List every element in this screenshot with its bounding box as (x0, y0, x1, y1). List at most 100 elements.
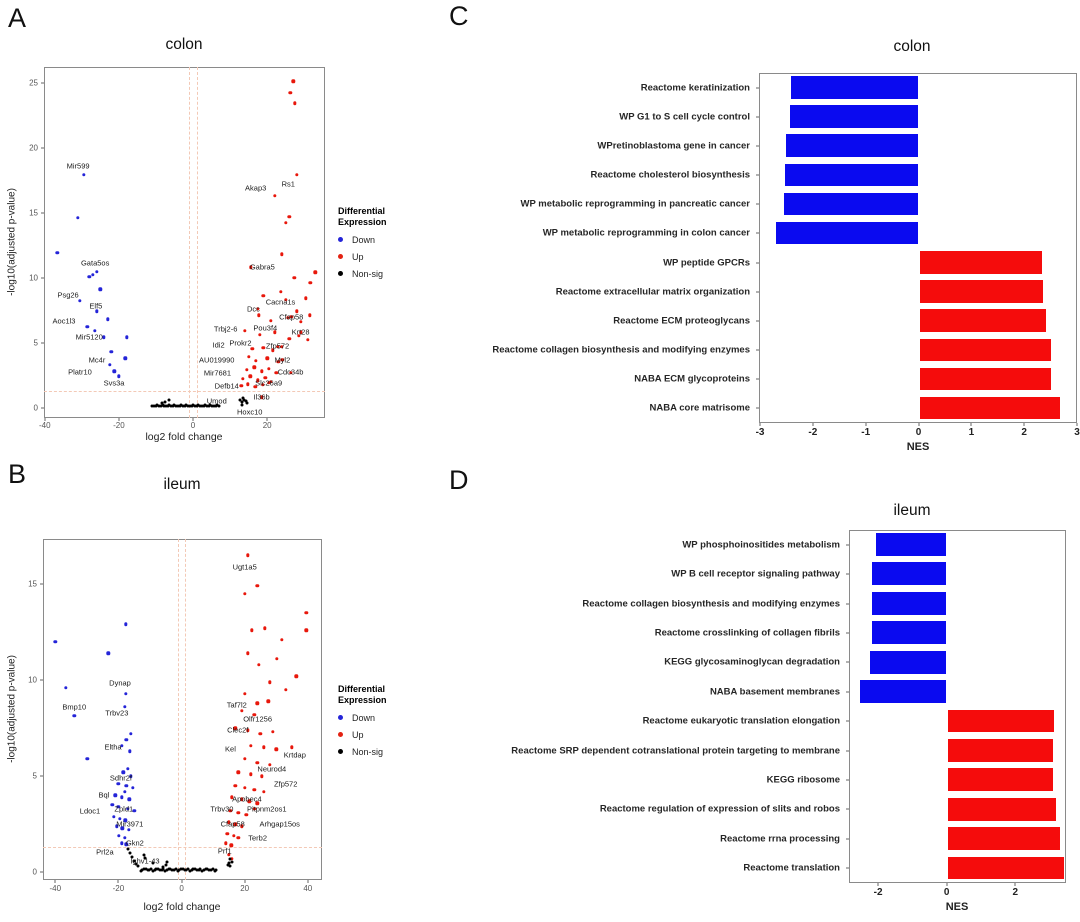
nes-bar (785, 133, 919, 158)
scatter-point (204, 867, 208, 871)
scatter-point (239, 383, 243, 388)
gene-label: Bmp10 (62, 702, 87, 712)
gene-label: Cfap58 (220, 819, 245, 829)
scatter-point (168, 867, 172, 871)
y-axis-tick-label: 5 (33, 338, 38, 348)
scatter-point (200, 869, 204, 873)
gene-label: Bql (98, 790, 110, 800)
bar-category-label: KEGG glycosaminoglycan degradation (664, 656, 840, 668)
scatter-point (161, 867, 165, 871)
category-tick (756, 320, 759, 322)
bar-category-label: Reactome SRP dependent cotranslational p… (511, 745, 840, 757)
scatter-point (308, 313, 312, 317)
bar-category-label: NABA basement membranes (709, 686, 840, 698)
scatter-point (266, 381, 271, 385)
nes-bar (946, 708, 1056, 734)
category-tick (756, 378, 759, 380)
x-axis-tick-label: 2 (1012, 887, 1019, 898)
y-axis-tick-label: 0 (32, 867, 37, 877)
scatter-point (289, 314, 293, 319)
gene-label: Zpld1 (114, 804, 134, 814)
scatter-point (207, 868, 211, 872)
y-axis-tick (41, 277, 44, 279)
scatter-point (183, 868, 187, 872)
scatter-point (227, 820, 231, 825)
scatter-point (76, 216, 80, 220)
threshold-line-vertical (178, 539, 180, 880)
nes-bar (918, 366, 1053, 392)
category-tick (756, 87, 759, 89)
volcano-ileum-title: ileum (163, 476, 201, 493)
y-axis-tick (40, 775, 43, 777)
legend-item-nonsig: Non-sig (338, 269, 387, 279)
nes-bar (918, 337, 1052, 363)
gene-label: Dynap (109, 678, 131, 688)
scatter-point (280, 252, 284, 256)
scatter-point (258, 732, 263, 736)
scatter-point (198, 867, 202, 871)
scatter-point (246, 553, 250, 558)
scatter-point (213, 869, 216, 873)
gene-label: Slc26a9 (255, 378, 283, 388)
category-tick (846, 720, 849, 722)
bar-category-label: NABA core matrisome (649, 402, 750, 414)
scatter-point (55, 251, 60, 255)
scatter-point (225, 832, 230, 836)
scatter-point (139, 869, 143, 873)
scatter-point (136, 864, 140, 868)
x-axis-tick-label: 20 (240, 884, 250, 893)
gene-label: Il36b (253, 392, 270, 402)
scatter-point (124, 784, 129, 788)
scatter-point (142, 867, 146, 871)
legend-item-down: Down (338, 235, 387, 245)
bar-category-label: WP metabolic reprogramming in colon canc… (542, 227, 750, 239)
x-axis-tick-label: -20 (112, 884, 125, 893)
category-tick (846, 838, 849, 840)
scatter-point (239, 824, 244, 828)
scatter-point (128, 749, 132, 753)
scatter-point (123, 818, 128, 823)
scatter-point (123, 705, 127, 709)
gene-label: Myl2 (274, 355, 291, 364)
scatter-point (230, 860, 234, 864)
scatter-point (205, 404, 209, 408)
scatter-point (124, 622, 128, 627)
scatter-point (169, 404, 173, 408)
x-axis-tick-label: 1 (968, 427, 975, 438)
nes-bar (946, 767, 1054, 793)
scatter-point (268, 680, 272, 684)
scatter-point (171, 404, 175, 408)
x-axis-tick (181, 880, 183, 883)
scatter-point (124, 842, 129, 847)
gene-label: Platr10 (68, 367, 92, 377)
scatter-point (202, 404, 206, 408)
up-dot-icon (338, 732, 343, 738)
x-axis-tick-label: -1 (861, 427, 871, 438)
scatter-point (211, 867, 215, 871)
scatter-point (116, 805, 121, 809)
scatter-point (165, 860, 169, 864)
scatter-point (196, 403, 200, 407)
xaxis-label-c: NES (906, 441, 930, 453)
x-axis-tick (1076, 423, 1078, 426)
x-axis-tick-label: 20 (262, 421, 272, 430)
scatter-point (236, 836, 241, 840)
x-axis-tick-label: 0 (179, 884, 184, 893)
x-axis-tick-label: -40 (49, 884, 62, 893)
scatter-point (308, 281, 312, 285)
gene-label: Akap3 (245, 183, 267, 193)
scatter-point (292, 275, 296, 280)
scatter-point (174, 867, 178, 871)
scatter-point (228, 857, 232, 861)
scatter-point (269, 379, 273, 384)
scatter-point (98, 287, 103, 291)
scatter-point (217, 404, 221, 408)
scatter-point (159, 404, 163, 408)
scatter-point (266, 699, 271, 704)
legend-item-label: Non-sig (352, 746, 384, 757)
scatter-point (142, 853, 146, 857)
scatter-point (242, 398, 246, 402)
scatter-point (186, 404, 190, 408)
scatter-point (287, 214, 292, 219)
scatter-point (278, 290, 283, 294)
